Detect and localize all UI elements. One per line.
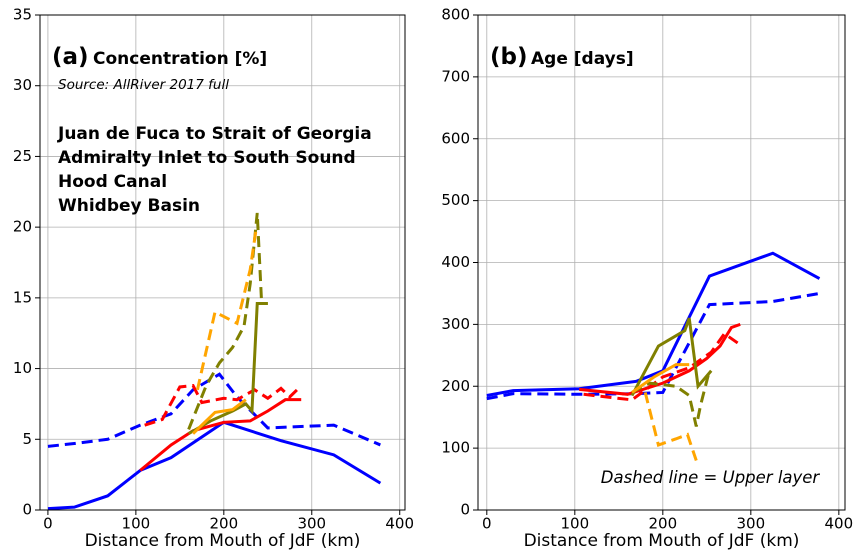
series-line — [191, 398, 247, 435]
series-line — [47, 372, 381, 448]
y-tick-label: 400 — [441, 253, 470, 271]
panel-label: (a) — [52, 44, 89, 70]
y-tick-label: 20 — [13, 218, 32, 236]
series-line — [643, 392, 698, 461]
series-line — [195, 226, 258, 391]
x-tick-label: 300 — [737, 515, 766, 533]
panel-title: Concentration [%] — [93, 49, 267, 69]
x-tick-label: 400 — [385, 515, 414, 533]
y-tick-label: 500 — [441, 191, 470, 209]
series-line — [579, 322, 741, 396]
legend-entry: Hood Canal — [58, 172, 167, 192]
x-axis-label: Distance from Mouth of JdF (km) — [524, 531, 800, 551]
y-tick-label: 0 — [22, 501, 32, 519]
y-tick-label: 25 — [13, 147, 32, 165]
x-tick-label: 400 — [825, 515, 854, 533]
y-tick-label: 800 — [441, 6, 470, 24]
series-line — [486, 251, 821, 398]
series-line — [47, 420, 382, 510]
x-tick-label: 0 — [482, 515, 492, 533]
y-tick-label: 0 — [460, 501, 470, 519]
plot-frame — [477, 14, 846, 511]
x-tick-label: 0 — [43, 515, 53, 533]
y-tick-label: 10 — [13, 359, 32, 377]
panel-label: (b) — [490, 44, 528, 70]
y-tick-label: 15 — [13, 288, 32, 306]
series-line — [583, 331, 739, 402]
x-axis-label: Distance from Mouth of JdF (km) — [85, 531, 361, 551]
plot-area — [47, 212, 382, 510]
x-tick-label: 200 — [648, 515, 677, 533]
series-line — [144, 383, 300, 427]
series-line — [187, 302, 268, 435]
x-tick-label: 200 — [209, 515, 238, 533]
series-line — [486, 291, 820, 401]
y-tick-label: 300 — [441, 315, 470, 333]
series-line — [631, 373, 711, 427]
y-tick-label: 100 — [441, 439, 470, 457]
legend-entry: Juan de Fuca to Strait of Georgia — [57, 124, 372, 144]
series-line — [631, 363, 690, 394]
y-tick-label: 600 — [441, 129, 470, 147]
y-tick-label: 200 — [441, 377, 470, 395]
source-note: Source: AllRiver 2017 full — [58, 77, 229, 93]
y-tick-label: 5 — [22, 430, 32, 448]
y-tick-label: 700 — [441, 67, 470, 85]
series-line — [187, 212, 268, 430]
plot-frame — [39, 14, 406, 511]
panel-title: Age [days] — [531, 49, 634, 69]
series-line — [630, 317, 713, 397]
x-tick-label: 100 — [122, 515, 151, 533]
layer-note: Dashed line = Upper layer — [601, 468, 821, 487]
legend-entry: Admiralty Inlet to South Sound — [58, 148, 356, 168]
legend-entry: Whidbey Basin — [58, 196, 200, 216]
series-line — [139, 398, 302, 472]
x-tick-label: 300 — [297, 515, 326, 533]
plot-area — [486, 251, 821, 461]
y-tick-label: 35 — [13, 6, 32, 24]
y-tick-label: 30 — [13, 76, 32, 94]
x-tick-label: 100 — [560, 515, 589, 533]
